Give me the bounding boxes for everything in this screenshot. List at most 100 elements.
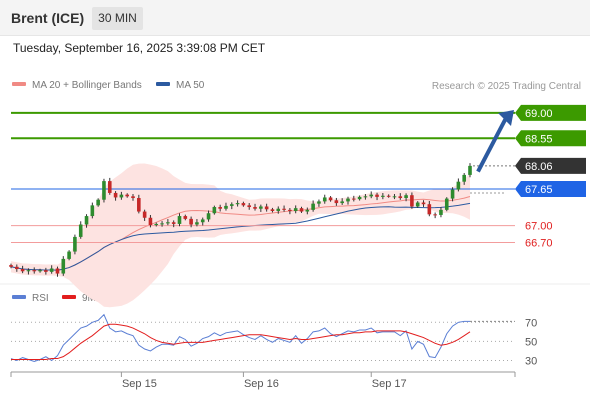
support-level-label: 66.70: [525, 238, 553, 250]
candle-body: [44, 270, 48, 272]
candle-body: [160, 223, 164, 225]
candle-body: [450, 189, 455, 199]
candle-body: [410, 195, 414, 207]
candle-body: [55, 268, 60, 274]
candle-body: [421, 202, 426, 205]
candle-body: [206, 213, 211, 220]
candle-body: [102, 181, 106, 200]
candle-body: [177, 216, 182, 224]
legend-swatch-rsi-ma: [62, 295, 76, 300]
x-tick-label: Sep 17: [372, 378, 407, 390]
candle-body: [293, 208, 298, 211]
instrument-title: Brent (ICE): [11, 10, 85, 26]
rsi-line: [10, 313, 470, 362]
candle-body: [235, 203, 240, 205]
candle-body: [433, 214, 437, 216]
candle-body: [439, 209, 443, 215]
forecast-arrow-head: [498, 110, 514, 127]
candle-body: [299, 208, 304, 212]
candle-body: [381, 195, 385, 197]
candle-body: [317, 201, 321, 204]
candle-body: [404, 195, 408, 199]
legend-bollinger: MA 20 + Bollinger Bands: [12, 80, 142, 91]
legend-rsi: RSI: [12, 293, 49, 304]
legend-swatch-bollinger: [12, 82, 26, 87]
candle-body: [334, 200, 339, 204]
candle-body: [462, 174, 466, 182]
candle-body: [148, 217, 153, 226]
legend-swatch-rsi: [12, 295, 26, 300]
legend-swatch-ma50: [156, 82, 170, 87]
candle-body: [142, 211, 147, 218]
candle-body: [78, 224, 83, 237]
candle-body: [166, 222, 170, 224]
rsi-tick-label: 70: [525, 317, 537, 329]
candle-body: [264, 206, 269, 210]
candle-body: [154, 223, 159, 226]
target-level-tag: [515, 104, 586, 121]
candle-body: [340, 201, 344, 204]
x-tick-label: Sep 15: [122, 378, 157, 390]
candle-body: [468, 165, 472, 175]
last-level-tag: [515, 157, 586, 174]
candle-body: [270, 209, 275, 211]
legend-label-bollinger: MA 20 + Bollinger Bands: [32, 80, 142, 91]
candle-body: [15, 266, 19, 270]
candle-body: [415, 202, 420, 207]
candle-body: [253, 207, 257, 209]
target-level-label: 69.00: [525, 108, 553, 120]
candle-body: [305, 209, 310, 212]
candle-body: [137, 198, 141, 212]
candle-body: [392, 196, 397, 198]
candle-body: [288, 209, 292, 211]
candle-body: [107, 181, 112, 193]
target-level-label: 68.55: [525, 133, 553, 145]
candle-body: [386, 195, 391, 197]
candle-body: [38, 270, 42, 272]
rsi-tick-label: 50: [525, 336, 537, 348]
candle-body: [189, 218, 193, 225]
last-level-label: 68.06: [525, 161, 553, 173]
support-level-label: 67.00: [525, 221, 553, 233]
candle-body: [26, 270, 31, 272]
forecast-arrow-shaft: [476, 117, 508, 173]
candle-body: [49, 268, 54, 272]
legend-label-ma50: MA 50: [176, 80, 205, 91]
rsi-ma-line: [11, 323, 471, 361]
candle-body: [212, 207, 217, 214]
legend-ma50: MA 50: [156, 80, 204, 91]
candle-body: [113, 192, 118, 198]
candle-body: [311, 203, 315, 210]
candle-body: [346, 198, 350, 202]
x-tick-label: Sep 16: [244, 378, 279, 390]
copyright-notice: Research © 2025 Trading Central: [431, 81, 581, 92]
candle-body: [282, 208, 286, 210]
chart-header: Brent (ICE) 30 MIN: [0, 0, 590, 36]
candle-body: [200, 219, 205, 223]
candle-body: [131, 196, 135, 199]
candle-body: [241, 203, 246, 206]
candle-body: [224, 205, 228, 209]
ma50-line: [10, 202, 471, 271]
candle-body: [9, 265, 13, 267]
candle-body: [61, 258, 66, 274]
candle-body: [73, 236, 77, 252]
candle-body: [195, 222, 199, 225]
candle-body: [456, 181, 461, 190]
candle-body: [119, 194, 124, 198]
candle-body: [398, 196, 403, 199]
rsi-tick-label: 30: [525, 355, 537, 367]
legend-label-rsi: RSI: [32, 293, 49, 304]
candle-body: [247, 205, 252, 208]
candle-body: [369, 194, 374, 197]
candle-body: [444, 198, 449, 210]
candle-body: [67, 251, 71, 259]
candle-body: [218, 207, 222, 209]
candle-body: [32, 270, 37, 272]
candle-body: [427, 204, 432, 215]
pivot-level-tag: [515, 181, 586, 197]
timeframe-button[interactable]: 30 MIN: [92, 7, 143, 30]
candle-body: [375, 194, 379, 197]
candle-body: [96, 199, 100, 206]
candle-body: [229, 204, 234, 206]
